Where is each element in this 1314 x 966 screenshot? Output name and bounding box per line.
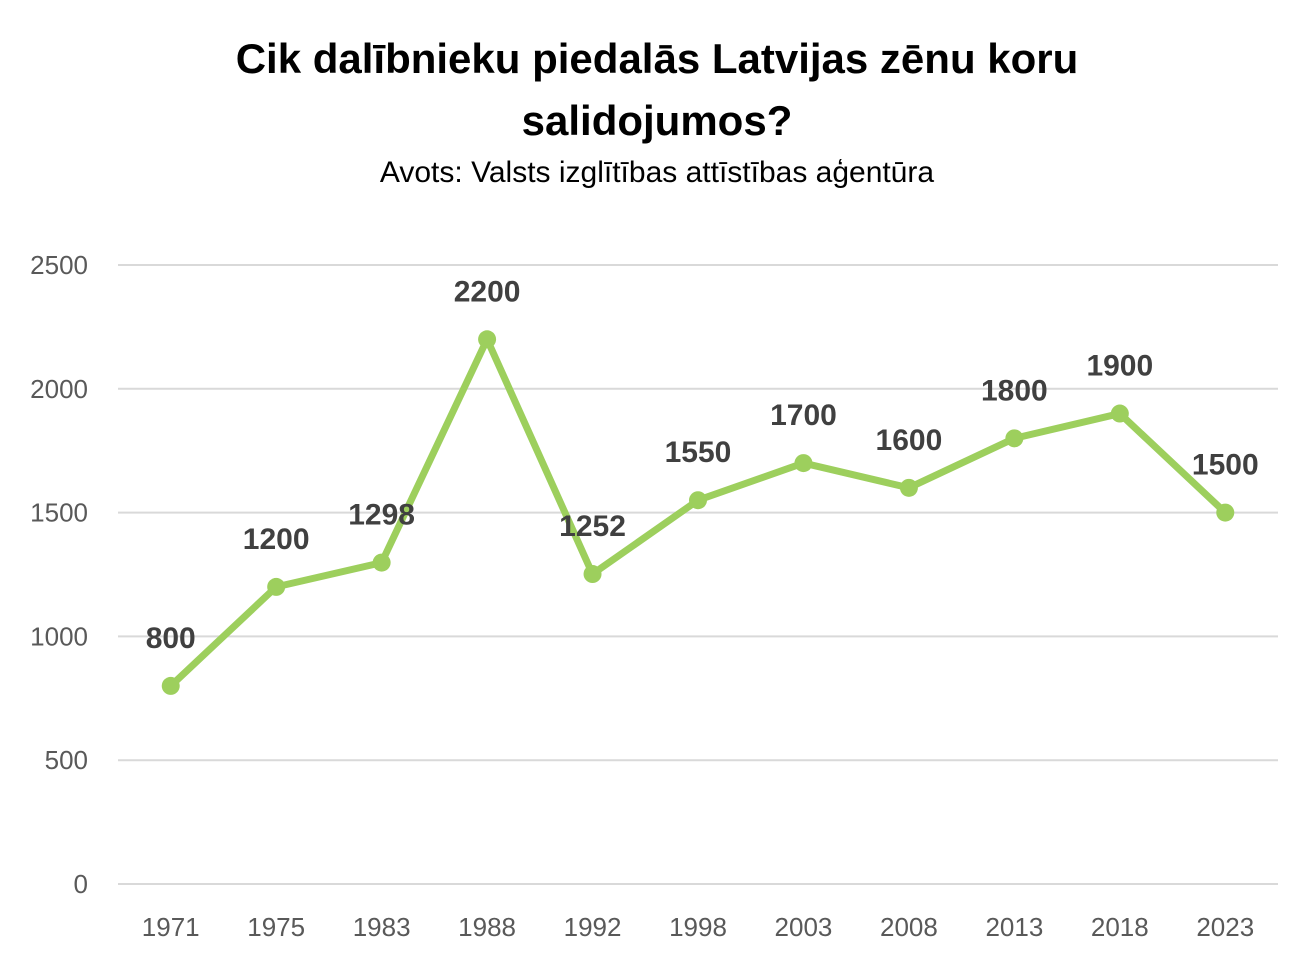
x-axis-ticks: 1971 1975 1983 1988 1992 1998 2003 2008 2013 2018… [142, 912, 1254, 942]
data-label: 1600 [876, 424, 943, 457]
y-tick-label: 1000 [30, 621, 88, 651]
data-point [1216, 503, 1235, 522]
x-tick-label: 1975 [247, 912, 305, 942]
data-label: 1700 [770, 399, 837, 432]
chart-title: Cik dalībnieku piedalās Latvijas zēnu ko… [0, 28, 1314, 152]
data-point [372, 553, 391, 572]
x-tick-label: 2023 [1196, 912, 1254, 942]
gridlines [118, 264, 1278, 885]
data-point [1005, 429, 1024, 448]
x-tick-label: 2013 [985, 912, 1043, 942]
data-label: 800 [146, 622, 196, 655]
data-point [899, 478, 918, 497]
y-tick-label: 1500 [30, 498, 88, 528]
y-tick-label: 2000 [30, 374, 88, 404]
series [161, 330, 1235, 695]
data-point [1110, 404, 1129, 423]
x-tick-label: 1998 [669, 912, 727, 942]
data-label: 1900 [1086, 350, 1153, 383]
x-tick-label: 2008 [880, 912, 938, 942]
y-axis-ticks: 0 500 1000 1500 2000 2500 [30, 250, 88, 899]
chart-title-line-2: salidojumos? [521, 97, 793, 144]
x-tick-label: 1992 [564, 912, 622, 942]
data-point [267, 577, 286, 596]
data-point [161, 676, 180, 695]
x-tick-label: 1971 [142, 912, 200, 942]
x-tick-label: 2018 [1091, 912, 1149, 942]
data-labels: 800 1200 1298 2200 1252 1550 1700 1600 1800 1900 1… [146, 275, 1259, 655]
data-label: 1200 [243, 523, 310, 556]
y-tick-label: 500 [45, 745, 88, 775]
y-tick-label: 0 [74, 869, 88, 899]
data-point [794, 454, 813, 473]
data-point [583, 565, 602, 584]
x-tick-label: 2003 [775, 912, 833, 942]
chart-subtitle: Avots: Valsts izglītības attīstības aģen… [379, 156, 935, 189]
y-tick-label: 2500 [30, 250, 88, 280]
data-label: 1298 [348, 499, 415, 532]
data-label: 1252 [559, 510, 626, 543]
x-tick-label: 1988 [458, 912, 516, 942]
data-label: 1500 [1192, 449, 1259, 482]
data-point [478, 330, 497, 349]
data-label: 2200 [454, 275, 521, 308]
chart-title-line-1: Cik dalībnieku piedalās Latvijas zēnu ko… [235, 35, 1079, 82]
x-tick-label: 1983 [353, 912, 411, 942]
data-label: 1550 [665, 436, 732, 469]
data-label: 1800 [981, 374, 1048, 407]
data-point [689, 491, 707, 510]
